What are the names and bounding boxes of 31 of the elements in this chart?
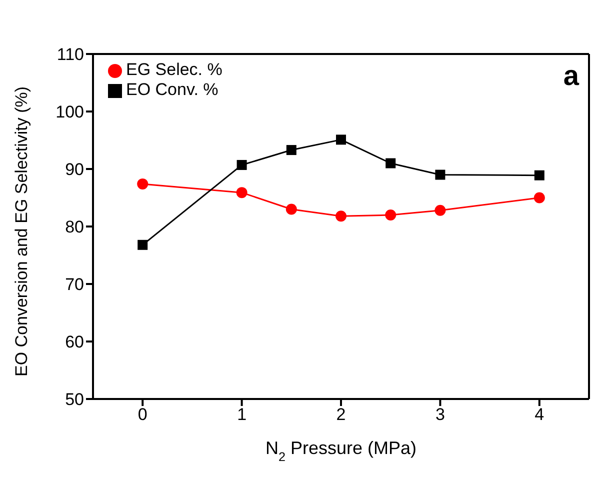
x-tick-label: 2 bbox=[336, 405, 346, 424]
point bbox=[138, 240, 148, 250]
point bbox=[435, 170, 446, 180]
point bbox=[385, 210, 396, 220]
point bbox=[286, 204, 297, 215]
y-axis-title: EO Conversion and EG Selectivity (%) bbox=[12, 86, 32, 376]
annotation: a bbox=[563, 60, 579, 92]
y-tick-label: 90 bbox=[65, 160, 84, 180]
point bbox=[236, 187, 248, 198]
point bbox=[137, 178, 148, 190]
x-tick-label: 3 bbox=[435, 405, 445, 424]
point bbox=[336, 134, 346, 145]
y-tick-label: 60 bbox=[65, 332, 84, 352]
point bbox=[386, 158, 396, 168]
legend-label: EG Selec. % bbox=[126, 60, 222, 79]
x-tick-label: 4 bbox=[534, 405, 544, 424]
y-tick-label: 100 bbox=[56, 102, 84, 122]
legend-label: EO Conv. % bbox=[126, 80, 218, 99]
point bbox=[236, 160, 247, 170]
point bbox=[534, 170, 544, 180]
x-axis-title: N$_{2}$ Pressure (MPa) bbox=[265, 438, 417, 464]
y-tick-label: 80 bbox=[65, 218, 84, 237]
point bbox=[534, 192, 545, 204]
y-tick-label: 50 bbox=[65, 390, 84, 410]
y-tick-label: 110 bbox=[56, 45, 84, 64]
x-tick-label: 0 bbox=[138, 405, 148, 424]
point bbox=[336, 210, 346, 222]
point bbox=[434, 204, 446, 216]
y-tick-label: 70 bbox=[65, 275, 84, 294]
point bbox=[286, 145, 296, 156]
x-tick-label: 1 bbox=[237, 405, 247, 424]
